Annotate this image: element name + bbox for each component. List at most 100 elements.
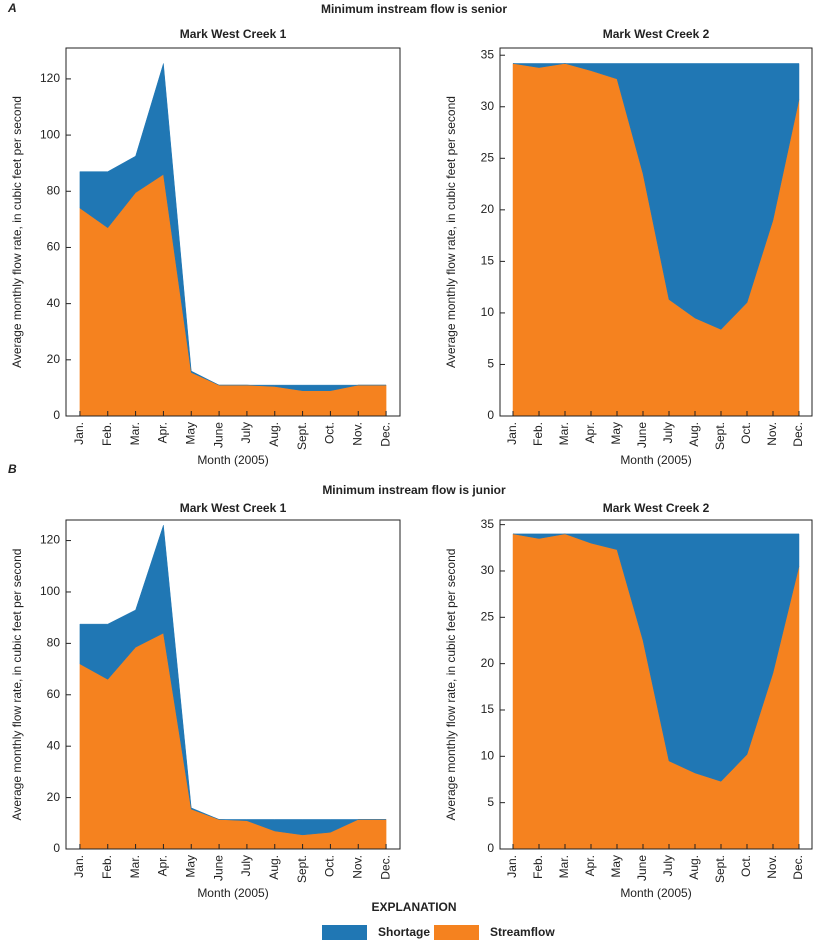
y-tick-label: 120: [40, 533, 60, 547]
x-tick-label: Sept.: [295, 422, 309, 450]
chart-title: Mark West Creek 1: [180, 27, 287, 41]
x-tick-label: Mar.: [128, 855, 142, 878]
legend-label: Streamflow: [490, 925, 555, 939]
plot-frame: [499, 47, 813, 417]
area: [79, 63, 387, 391]
y-tick-label: 30: [481, 563, 495, 577]
x-tick-label: June: [211, 422, 225, 448]
x-tick-label: Oct.: [323, 422, 337, 444]
x-tick-label: Apr.: [583, 422, 597, 443]
y-axis-label: Average monthly flow rate, in cubic feet…: [10, 96, 24, 368]
y-tick-label: 40: [47, 296, 61, 310]
y-tick-label: 30: [481, 99, 495, 113]
x-tick-label: Apr.: [156, 422, 170, 443]
section-title: Minimum instream flow is senior: [321, 2, 507, 16]
area: [512, 533, 800, 782]
x-tick-label: June: [635, 855, 649, 881]
x-tick-label: Feb.: [100, 422, 114, 446]
x-tick-label: Mar.: [128, 422, 142, 445]
x-axis-label: Month (2005): [197, 453, 268, 467]
legend-label: Shortage: [378, 925, 430, 939]
y-tick-label: 80: [47, 183, 61, 197]
y-tick-label: 5: [487, 357, 494, 371]
x-tick-label: Dec.: [791, 422, 805, 447]
y-tick-label: 60: [47, 687, 61, 701]
y-tick-label: 80: [47, 636, 61, 650]
y-tick-label: 0: [487, 408, 494, 422]
x-tick-label: Nov.: [765, 422, 779, 446]
y-tick-label: 40: [47, 738, 61, 752]
area: [79, 173, 387, 417]
x-axis-label: Month (2005): [620, 453, 691, 467]
section-title: Minimum instream flow is junior: [322, 483, 506, 497]
x-tick-label: Jan.: [505, 422, 519, 445]
x-tick-label: Oct.: [739, 855, 753, 877]
section-letter: A: [7, 1, 17, 15]
x-tick-label: Mar.: [557, 422, 571, 445]
legend-title: EXPLANATION: [371, 900, 456, 914]
x-tick-label: Sept.: [713, 855, 727, 883]
y-tick-label: 0: [53, 841, 60, 855]
x-tick-label: Apr.: [156, 855, 170, 876]
area: [79, 632, 387, 850]
x-tick-label: Aug.: [687, 855, 701, 880]
y-tick-label: 20: [481, 202, 495, 216]
x-tick-label: Aug.: [267, 422, 281, 447]
y-tick-label: 10: [481, 305, 495, 319]
x-tick-label: July: [661, 855, 675, 876]
x-tick-label: June: [635, 422, 649, 448]
chart-title: Mark West Creek 2: [603, 27, 710, 41]
x-tick-label: June: [211, 855, 225, 881]
y-tick-label: 0: [487, 841, 494, 855]
y-tick-label: 20: [47, 352, 61, 366]
y-axis-label: Average monthly flow rate, in cubic feet…: [10, 549, 24, 821]
x-tick-label: Nov.: [350, 855, 364, 879]
x-tick-label: May: [609, 422, 623, 445]
y-tick-label: 15: [481, 254, 495, 268]
x-tick-label: Nov.: [350, 422, 364, 446]
x-tick-label: Jan.: [72, 855, 86, 878]
legend-swatch: [434, 925, 479, 940]
x-tick-label: Aug.: [267, 855, 281, 880]
y-tick-label: 100: [40, 127, 60, 141]
y-tick-label: 120: [40, 71, 60, 85]
x-tick-label: Mar.: [557, 855, 571, 878]
y-axis-label: Average monthly flow rate, in cubic feet…: [444, 549, 458, 821]
x-tick-label: Feb.: [531, 855, 545, 879]
x-tick-label: July: [239, 855, 253, 876]
plot-frame: [65, 47, 401, 417]
y-tick-label: 35: [481, 47, 495, 61]
x-tick-label: July: [239, 422, 253, 443]
x-tick-label: Jan.: [505, 855, 519, 878]
area: [512, 63, 800, 330]
y-tick-label: 25: [481, 150, 495, 164]
plot-frame: [499, 519, 813, 850]
x-tick-label: Jan.: [72, 422, 86, 445]
y-tick-label: 20: [47, 790, 61, 804]
x-tick-label: Oct.: [739, 422, 753, 444]
x-tick-label: Aug.: [687, 422, 701, 447]
x-tick-label: Nov.: [765, 855, 779, 879]
y-tick-label: 35: [481, 517, 495, 531]
x-tick-label: Apr.: [583, 855, 597, 876]
x-tick-label: Sept.: [713, 422, 727, 450]
chart-title: Mark West Creek 2: [603, 501, 710, 515]
y-tick-label: 25: [481, 609, 495, 623]
x-tick-label: Dec.: [378, 855, 392, 880]
area: [79, 525, 387, 836]
y-tick-label: 10: [481, 748, 495, 762]
x-tick-label: May: [609, 855, 623, 878]
x-axis-label: Month (2005): [197, 886, 268, 900]
y-tick-label: 60: [47, 240, 61, 254]
legend-swatch: [322, 925, 367, 940]
chart-title: Mark West Creek 1: [180, 501, 287, 515]
section-letter: B: [8, 462, 17, 476]
y-tick-label: 0: [53, 408, 60, 422]
x-tick-label: Dec.: [791, 855, 805, 880]
x-tick-label: Feb.: [531, 422, 545, 446]
x-axis-label: Month (2005): [620, 886, 691, 900]
x-tick-label: Feb.: [100, 855, 114, 879]
x-tick-label: July: [661, 422, 675, 443]
y-tick-label: 5: [487, 795, 494, 809]
